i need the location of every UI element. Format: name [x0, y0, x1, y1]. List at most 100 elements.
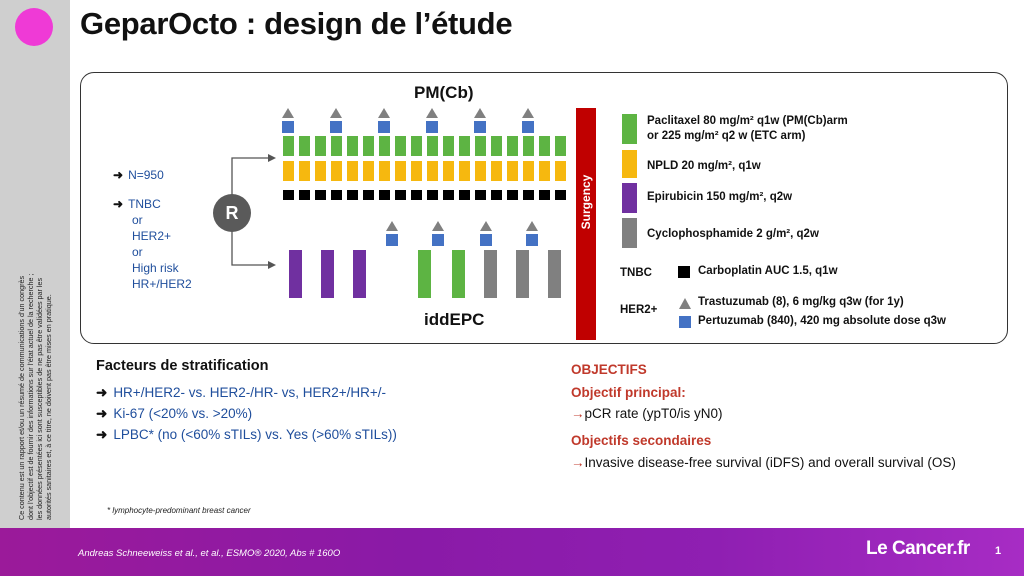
trastuzumab-marker — [480, 221, 492, 231]
trastuzumab-marker — [432, 221, 444, 231]
carboplatin-block — [555, 190, 566, 200]
carboplatin-block — [459, 190, 470, 200]
npld-swatch — [622, 150, 637, 178]
carboplatin-block — [283, 190, 294, 200]
paclitaxel-block — [452, 250, 465, 298]
paclitaxel-block — [379, 136, 390, 156]
npld-block — [427, 161, 438, 181]
arrow-icon: ➜ — [113, 197, 124, 211]
arrow-icon: ➜ — [96, 427, 108, 442]
npld-block — [379, 161, 390, 181]
pertuzumab-marker — [426, 121, 438, 133]
carboplatin-block — [475, 190, 486, 200]
stratification-item: ➜ Ki-67 (<20% vs. >20%) — [96, 406, 253, 421]
pertuzumab-marker — [386, 234, 398, 246]
study-design-box — [80, 72, 1008, 344]
carboplatin-block — [395, 190, 406, 200]
paclitaxel-block — [299, 136, 310, 156]
criteria-item: HER2+ — [132, 229, 172, 243]
cyclophosphamide-block — [516, 250, 529, 298]
surgery-bar — [576, 108, 596, 340]
npld-block — [539, 161, 550, 181]
carboplatin-block — [331, 190, 342, 200]
epirubicin-block — [353, 250, 366, 298]
primary-objective: →pCR rate (ypT0/is yN0) — [571, 406, 723, 421]
npld-block — [363, 161, 374, 181]
carboplatin-block — [507, 190, 518, 200]
pertuzumab-marker — [522, 121, 534, 133]
epirubicin-block — [321, 250, 334, 298]
disclaimer-line: dont l’objectif est de fournir des infor… — [26, 273, 35, 520]
npld-block — [395, 161, 406, 181]
stratification-item: ➜ HR+/HER2- vs. HER2-/HR- vs, HER2+/HR+/- — [96, 385, 386, 400]
carboplatin-block — [491, 190, 502, 200]
pertuzumab-swatch — [679, 316, 691, 328]
stratification-title: Facteurs de stratification — [96, 358, 269, 374]
trastuzumab-marker — [282, 108, 294, 118]
npld-block — [507, 161, 518, 181]
paclitaxel-block — [443, 136, 454, 156]
triangle-icon — [679, 298, 691, 309]
paclitaxel-block — [411, 136, 422, 156]
npld-block — [459, 161, 470, 181]
trastuzumab-legend: Trastuzumab (8), 6 mg/kg q3w (for 1y) — [698, 296, 904, 308]
paclitaxel-block — [347, 136, 358, 156]
paclitaxel-block — [427, 136, 438, 156]
paclitaxel-block — [491, 136, 502, 156]
criteria-item: TNBC — [128, 197, 161, 211]
tnbc-label: TNBC — [620, 267, 652, 279]
carboplatin-block — [299, 190, 310, 200]
carboplatin-block — [427, 190, 438, 200]
slide-title: GeparOcto : design de l’étude — [80, 6, 513, 41]
paclitaxel-block — [459, 136, 470, 156]
disclaimer-panel: Ce contenu est un rapport et/ou un résum… — [0, 0, 70, 528]
citation: Andreas Schneeweiss et al., et al., ESMO… — [78, 548, 341, 559]
disclaimer-line: autorités sanitaires et, à ce titre, ne … — [44, 294, 53, 520]
paclitaxel-block — [315, 136, 326, 156]
cyclophosphamide-legend: Cyclophosphamide 2 g/m², q2w — [647, 228, 819, 240]
paclitaxel-block — [395, 136, 406, 156]
arm-bottom-label: iddEPC — [424, 310, 485, 329]
epirubicin-block — [289, 250, 302, 298]
npld-block — [523, 161, 534, 181]
pertuzumab-marker — [378, 121, 390, 133]
npld-block — [475, 161, 486, 181]
paclitaxel-block — [555, 136, 566, 156]
paclitaxel-block — [539, 136, 550, 156]
pertuzumab-marker — [330, 121, 342, 133]
carboplatin-block — [315, 190, 326, 200]
npld-block — [555, 161, 566, 181]
sidebar — [0, 0, 70, 528]
carboplatin-swatch — [678, 266, 690, 278]
paclitaxel-block — [418, 250, 431, 298]
pertuzumab-legend: Pertuzumab (840), 420 mg absolute dose q… — [698, 315, 946, 327]
carboplatin-block — [539, 190, 550, 200]
trastuzumab-marker — [378, 108, 390, 118]
trastuzumab-marker — [426, 108, 438, 118]
npld-block — [315, 161, 326, 181]
paclitaxel-block — [331, 136, 342, 156]
primary-objective-title: Objectif principal: — [571, 385, 686, 400]
arm-top-label: PM(Cb) — [414, 83, 474, 102]
criteria-item: or — [132, 213, 143, 227]
paclitaxel-block — [507, 136, 518, 156]
cyclophosphamide-swatch — [622, 218, 637, 248]
footnote: * lymphocyte-predominant breast cancer — [107, 506, 251, 515]
trastuzumab-marker — [522, 108, 534, 118]
paclitaxel-legend: Paclitaxel 80 mg/m² q1w (PM(Cb)arm or 22… — [647, 115, 848, 142]
objectives-heading: OBJECTIFS — [571, 362, 647, 377]
population-criteria: ➜ TNBC or HER2+ or High risk HR+/HER2 — [113, 196, 192, 292]
criteria-item: HR+/HER2 — [132, 277, 192, 291]
disclaimer-text: Ce contenu est un rapport et/ou un résum… — [17, 190, 53, 520]
her2-label: HER2+ — [620, 304, 658, 316]
npld-block — [347, 161, 358, 181]
carboplatin-block — [363, 190, 374, 200]
trastuzumab-marker — [526, 221, 538, 231]
carboplatin-legend: Carboplatin AUC 1.5, q1w — [698, 265, 838, 277]
epirubicin-swatch — [622, 183, 637, 213]
secondary-objectives-title: Objectifs secondaires — [571, 433, 712, 448]
arrow-icon: ➜ — [113, 168, 124, 182]
epirubicin-legend: Epirubicin 150 mg/m², q2w — [647, 191, 793, 203]
npld-block — [331, 161, 342, 181]
paclitaxel-swatch — [622, 114, 637, 144]
